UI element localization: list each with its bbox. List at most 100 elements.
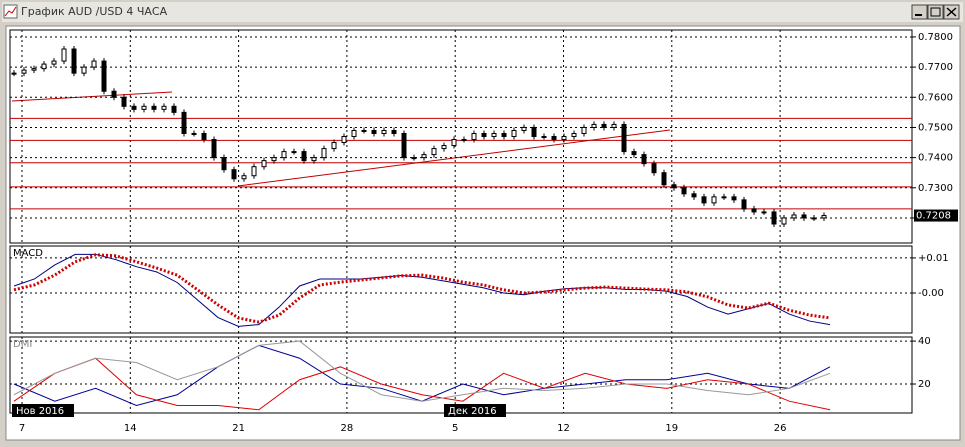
indicator-line xyxy=(13,340,831,402)
y-tick-label: 0.7300 xyxy=(918,183,953,194)
indicator-line xyxy=(13,357,831,411)
candle xyxy=(361,129,367,132)
candle xyxy=(601,123,607,128)
candle xyxy=(111,90,117,98)
panel-title: DMI xyxy=(13,339,32,350)
candle xyxy=(651,163,657,174)
candle xyxy=(41,63,47,70)
y-tick-label: 0.7500 xyxy=(918,122,953,133)
candle xyxy=(801,214,807,219)
candle xyxy=(391,129,397,134)
y-tick-label: 40 xyxy=(918,336,931,347)
candle xyxy=(121,96,127,107)
candle xyxy=(731,196,737,201)
candle xyxy=(71,48,77,74)
y-tick-label: +0.01 xyxy=(918,253,949,264)
candle xyxy=(251,166,257,177)
candle xyxy=(131,105,137,110)
trend-line xyxy=(237,129,671,187)
candle xyxy=(31,68,37,71)
month-marker-bg xyxy=(12,404,74,417)
candle xyxy=(101,60,107,92)
y-tick-label: 0.7600 xyxy=(918,92,953,103)
candle xyxy=(281,151,287,159)
month-marker-bg xyxy=(444,404,506,417)
y-tick-label: 20 xyxy=(918,379,931,390)
x-tick-label: 26 xyxy=(774,423,787,434)
candle xyxy=(721,196,727,199)
candle xyxy=(321,148,327,159)
chart-area xyxy=(5,25,961,441)
candle xyxy=(261,160,267,168)
candle xyxy=(451,139,457,147)
candle xyxy=(221,157,227,171)
candle xyxy=(751,208,757,213)
candle xyxy=(551,136,557,141)
candle xyxy=(501,132,507,137)
window-controls xyxy=(911,4,960,20)
candle xyxy=(711,196,717,204)
candle xyxy=(491,132,497,137)
candle xyxy=(231,169,237,180)
candle xyxy=(781,217,787,225)
candle xyxy=(741,199,747,210)
candle xyxy=(621,123,627,153)
x-tick-label: 14 xyxy=(124,423,137,434)
candle xyxy=(531,126,537,137)
candle xyxy=(141,105,147,110)
candle xyxy=(211,139,217,159)
candle xyxy=(61,48,67,62)
candle xyxy=(791,214,797,219)
maximize-icon xyxy=(930,7,941,17)
minimize-button[interactable] xyxy=(911,4,928,20)
candle xyxy=(571,132,577,137)
x-tick-label: 19 xyxy=(665,423,678,434)
close-icon xyxy=(946,7,957,17)
current-price-label: 0.7208 xyxy=(916,211,951,222)
candle xyxy=(341,136,347,144)
candle xyxy=(271,157,277,162)
candle xyxy=(191,132,197,135)
candle xyxy=(291,151,297,154)
candle xyxy=(561,136,567,141)
candle xyxy=(701,196,707,204)
title-bar xyxy=(2,2,963,22)
maximize-button[interactable] xyxy=(927,4,944,20)
candle xyxy=(151,105,157,110)
y-tick-label: 0.7400 xyxy=(918,153,953,164)
candle xyxy=(541,136,547,138)
indicator-line xyxy=(13,253,831,324)
indicator-line xyxy=(13,253,831,327)
candle xyxy=(591,123,597,128)
app-icon-line xyxy=(4,6,17,17)
month-marker: Нов 2016 xyxy=(16,406,64,417)
candle xyxy=(521,126,527,131)
candle xyxy=(681,187,687,195)
candle xyxy=(461,139,467,142)
candle xyxy=(401,132,407,159)
candle xyxy=(51,60,57,65)
candle xyxy=(631,151,637,156)
x-tick-label: 7 xyxy=(19,423,25,434)
price-panel xyxy=(9,29,913,244)
candle xyxy=(611,123,617,128)
x-tick-label: 21 xyxy=(232,423,245,434)
candle xyxy=(811,217,817,220)
candle xyxy=(201,132,207,141)
candle xyxy=(381,129,387,134)
candle xyxy=(661,172,667,186)
candle xyxy=(371,129,377,134)
y-tick-label: 0.7700 xyxy=(918,62,953,73)
candle xyxy=(821,215,827,219)
candle xyxy=(181,111,187,134)
window-title: График AUD /USD 4 ЧАСА xyxy=(21,5,168,18)
candle xyxy=(671,184,677,189)
candle xyxy=(81,66,87,74)
candle xyxy=(481,132,487,137)
candle xyxy=(511,129,517,137)
candle xyxy=(421,154,427,159)
candle xyxy=(471,132,477,141)
x-tick-label: 28 xyxy=(341,423,354,434)
candle xyxy=(411,157,417,160)
